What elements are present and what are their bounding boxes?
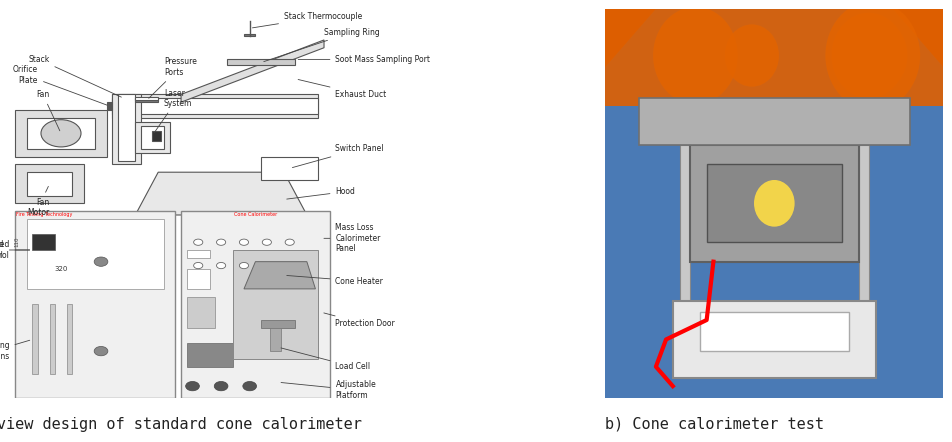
Circle shape xyxy=(239,239,248,245)
Text: Sampling Ring: Sampling Ring xyxy=(264,28,379,61)
Bar xyxy=(187,250,209,258)
Bar xyxy=(679,145,689,378)
Bar xyxy=(15,110,107,156)
Bar xyxy=(261,156,318,180)
Bar xyxy=(50,305,55,374)
Bar xyxy=(112,95,318,118)
Bar xyxy=(135,98,158,102)
Bar xyxy=(269,328,281,351)
Bar xyxy=(141,126,164,149)
Circle shape xyxy=(243,381,256,391)
Bar xyxy=(135,122,169,153)
Polygon shape xyxy=(135,172,307,215)
Bar xyxy=(858,145,868,378)
Text: Load Cell: Load Cell xyxy=(281,348,370,371)
Bar xyxy=(112,98,318,114)
Bar xyxy=(67,305,72,374)
Text: Exhaust Duct: Exhaust Duct xyxy=(298,80,387,99)
Bar xyxy=(152,131,161,141)
Bar xyxy=(232,250,318,359)
Bar xyxy=(244,34,255,36)
Text: Fan
Motor: Fan Motor xyxy=(28,187,50,217)
Text: Soot Mass Sampling Port: Soot Mass Sampling Port xyxy=(298,55,430,64)
Bar xyxy=(32,234,55,250)
Circle shape xyxy=(214,381,228,391)
Bar xyxy=(689,145,858,262)
Bar xyxy=(672,301,875,378)
Bar xyxy=(27,118,95,149)
Text: Switch Panel: Switch Panel xyxy=(292,145,384,168)
Bar xyxy=(15,164,84,203)
Bar xyxy=(27,219,164,289)
Polygon shape xyxy=(605,9,942,106)
Bar xyxy=(32,305,38,374)
Text: Pressure
Ports: Pressure Ports xyxy=(149,57,196,98)
Text: Cone Calorimeter: Cone Calorimeter xyxy=(233,213,277,217)
Bar xyxy=(15,211,175,398)
Circle shape xyxy=(824,1,920,110)
Circle shape xyxy=(262,239,271,245)
Bar xyxy=(187,270,209,289)
Circle shape xyxy=(216,263,226,269)
Polygon shape xyxy=(605,9,942,67)
Text: Fire Testing Technology: Fire Testing Technology xyxy=(15,213,72,217)
Bar xyxy=(112,95,141,164)
Bar xyxy=(135,97,158,100)
Polygon shape xyxy=(244,262,315,289)
Text: 110: 110 xyxy=(14,237,19,248)
Text: Hood: Hood xyxy=(287,187,355,199)
Circle shape xyxy=(193,263,203,269)
Bar xyxy=(27,172,72,195)
Text: Protection Door: Protection Door xyxy=(324,313,395,328)
Bar xyxy=(261,320,295,328)
Bar xyxy=(181,211,329,398)
Circle shape xyxy=(94,257,108,267)
Text: 320: 320 xyxy=(54,267,68,272)
Bar xyxy=(638,98,908,145)
Circle shape xyxy=(843,19,906,92)
Text: Cone Heater: Cone Heater xyxy=(287,275,383,286)
Text: Orifice
Plate: Orifice Plate xyxy=(13,65,107,105)
Bar xyxy=(699,312,848,351)
Circle shape xyxy=(94,347,108,356)
Circle shape xyxy=(652,7,737,104)
Text: Drying
Columns: Drying Columns xyxy=(0,340,30,361)
Text: Stack: Stack xyxy=(29,55,121,97)
Bar xyxy=(118,95,135,160)
Text: a) Overview design of standard cone calorimeter: a) Overview design of standard cone calo… xyxy=(0,417,362,432)
Bar xyxy=(187,297,215,328)
Circle shape xyxy=(285,239,294,245)
Circle shape xyxy=(831,13,905,98)
Circle shape xyxy=(193,239,203,245)
Circle shape xyxy=(724,24,778,87)
Bar xyxy=(107,102,112,110)
Text: Mass Loss
Calorimeter
Panel: Mass Loss Calorimeter Panel xyxy=(324,223,381,253)
Text: Laser
System: Laser System xyxy=(154,88,192,133)
Circle shape xyxy=(186,381,199,391)
Text: Adjustable
Platform: Adjustable Platform xyxy=(281,380,376,400)
Polygon shape xyxy=(181,40,324,102)
Bar xyxy=(227,59,295,65)
Circle shape xyxy=(239,263,248,269)
Text: Fan Speed
Control: Fan Speed Control xyxy=(0,240,30,260)
Text: b) Cone calorimeter test: b) Cone calorimeter test xyxy=(605,417,823,432)
Circle shape xyxy=(216,239,226,245)
Bar xyxy=(187,343,232,367)
Text: Fan Speed
Control: Fan Speed Control xyxy=(0,240,30,260)
Circle shape xyxy=(41,120,81,147)
Circle shape xyxy=(753,180,794,227)
Text: Fan: Fan xyxy=(36,90,60,131)
Bar xyxy=(706,164,842,242)
Text: Stack Thermocouple: Stack Thermocouple xyxy=(252,12,362,28)
